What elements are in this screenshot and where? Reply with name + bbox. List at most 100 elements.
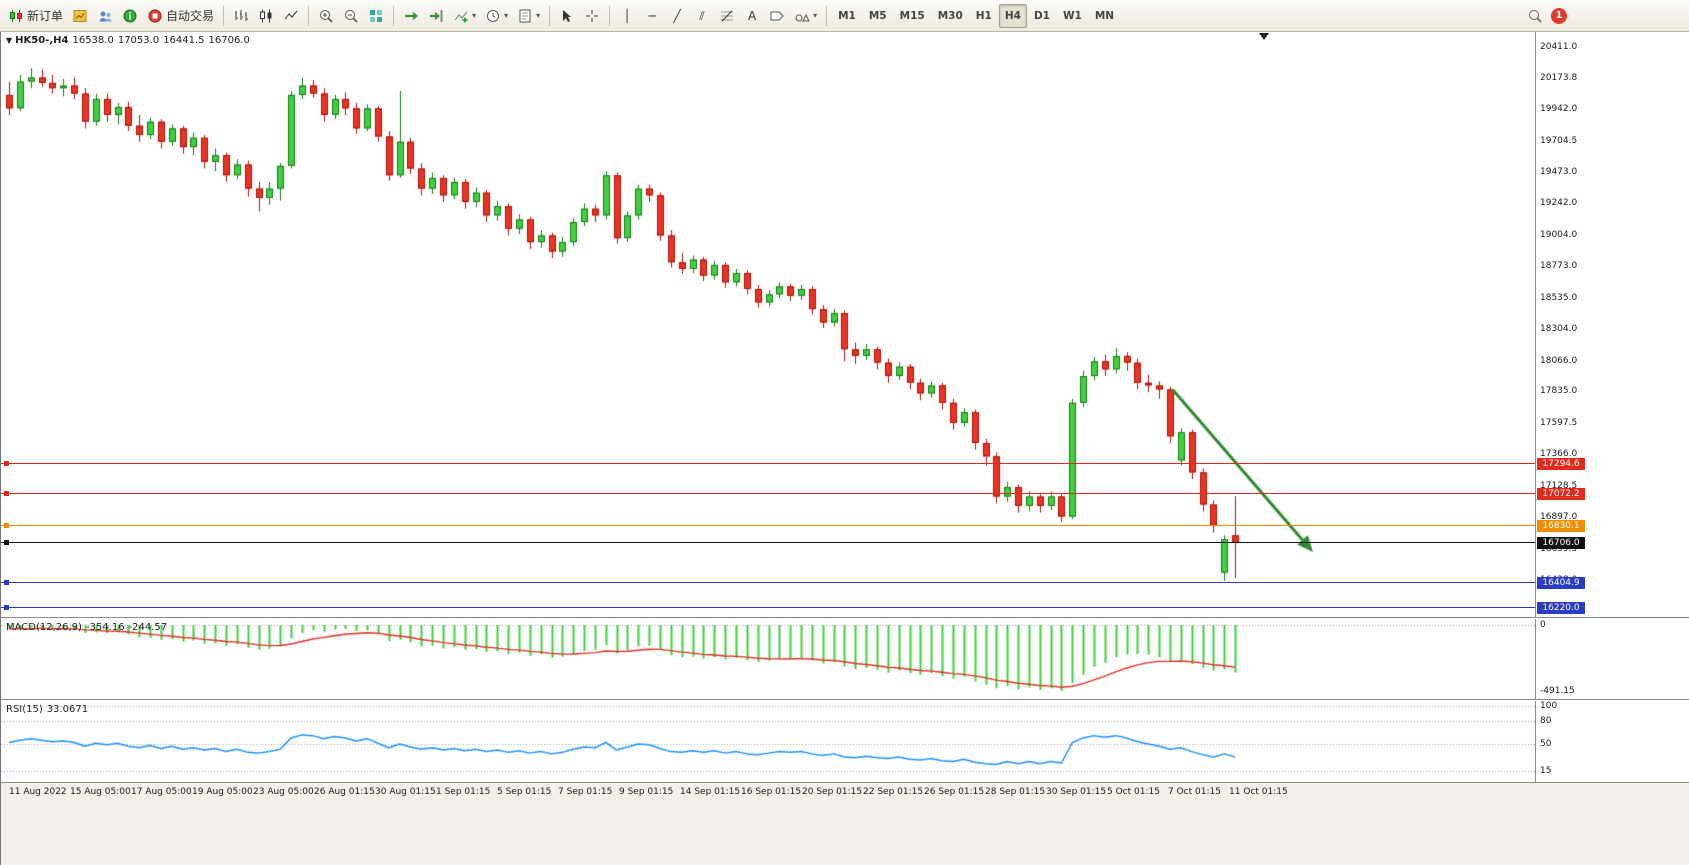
auto-scroll-icon [405, 11, 419, 20]
price-line-16706.0[interactable] [1, 542, 1535, 544]
macd-panel[interactable]: MACD(12,26,9) -354.16 -244.57 [1, 619, 1535, 699]
text-tool-button[interactable]: A [740, 4, 764, 28]
rsi-panel[interactable]: RSI(15) 33.0671 [1, 701, 1535, 782]
shapes-icon [795, 13, 810, 21]
timeframe-h1-button[interactable]: H1 [970, 4, 998, 28]
autotrading-icon [148, 9, 162, 22]
crosshair-button[interactable] [580, 4, 604, 28]
time-label: 1 Sep 01:15 [436, 787, 491, 797]
price-line-16404.9[interactable] [1, 582, 1535, 584]
search-icon[interactable] [1527, 8, 1543, 24]
zoom-out-icon [345, 9, 358, 23]
line-anchor[interactable] [4, 580, 9, 586]
rsi-title: RSI(15) 33.0671 [6, 704, 92, 715]
template-icon [519, 9, 531, 22]
channel-tool-button[interactable]: ⫽ [690, 4, 714, 28]
templates-button[interactable]: ▾ [513, 4, 544, 28]
line-anchor[interactable] [4, 461, 9, 467]
chart-shift-marker[interactable] [1259, 33, 1269, 40]
line-anchor[interactable] [4, 605, 9, 611]
timeframe-label: MN [1094, 9, 1115, 22]
rsi-axis[interactable]: 100 80 50 15 [1536, 701, 1689, 782]
timeframe-mn-button[interactable]: MN [1089, 4, 1120, 28]
time-label: 28 Sep 01:15 [985, 787, 1046, 797]
macd-axis[interactable]: 0 -491.15 [1536, 619, 1689, 699]
panel-separator[interactable] [1, 617, 1689, 619]
time-label: 16 Sep 01:15 [741, 787, 802, 797]
time-label: 19 Aug 05:00 [192, 787, 253, 797]
line-chart-button[interactable] [279, 4, 303, 28]
macd-scale-label: 0 [1540, 620, 1546, 630]
timeframe-d1-button[interactable]: D1 [1028, 4, 1056, 28]
time-label: 26 Sep 01:15 [924, 787, 985, 797]
bar-chart-button[interactable] [229, 4, 253, 28]
price-line-17072.2[interactable] [1, 493, 1535, 495]
text-tool-icon: A [747, 8, 757, 23]
price-axis[interactable]: 20411.0 20173.8 19942.0 19704.5 19473.0 19242… [1536, 32, 1689, 617]
dropdown-caret-icon: ▾ [504, 11, 509, 20]
new-order-button[interactable]: 新订单 [4, 4, 67, 28]
indicators-button[interactable]: ▾ [449, 4, 480, 28]
macd-title: MACD(12,26,9) -354.16 -244.57 [6, 622, 171, 633]
cursor-icon [563, 9, 572, 22]
chart-shift-button[interactable] [424, 4, 448, 28]
rsi-value: 33.0671 [46, 704, 89, 715]
price-tick: 19942.0 [1540, 104, 1578, 115]
line-anchor[interactable] [4, 491, 9, 497]
trendline-tool-button[interactable]: ╱ [665, 4, 689, 28]
quote-close: 16706.0 [208, 35, 250, 46]
candlestick-chart-icon [260, 9, 272, 22]
price-line-16220.0[interactable] [1, 607, 1535, 609]
label-tool-button[interactable] [765, 4, 789, 28]
timeframe-w1-button[interactable]: W1 [1057, 4, 1088, 28]
candlestick-chart-button[interactable] [254, 4, 278, 28]
zoom-out-button[interactable] [339, 4, 363, 28]
chart-shift-icon [430, 9, 443, 22]
timeframe-h4-button[interactable]: H4 [998, 3, 1027, 28]
fibonacci-icon [721, 10, 734, 21]
timeframe-m5-button[interactable]: M5 [863, 4, 893, 28]
autotrading-label: 自动交易 [166, 9, 215, 23]
timeframe-m15-button[interactable]: M15 [894, 4, 931, 28]
price-tag-17294.6: 17294.6 [1537, 457, 1585, 470]
navigator-button[interactable] [93, 4, 117, 28]
collapse-arrow-icon[interactable]: ▼ [6, 36, 13, 45]
fibonacci-tool-button[interactable] [715, 4, 739, 28]
price-tick: 18066.0 [1540, 355, 1578, 366]
time-label: 20 Sep 01:15 [802, 787, 863, 797]
price-line-16830.1[interactable] [1, 525, 1535, 527]
cursor-button[interactable] [555, 4, 579, 28]
timeframe-m1-button[interactable]: M1 [832, 4, 862, 28]
price-line-17294.6[interactable] [1, 463, 1535, 465]
price-tick: 20411.0 [1540, 41, 1578, 52]
new-order-label: 新订单 [27, 9, 64, 23]
market-watch-button[interactable] [68, 4, 92, 28]
tile-windows-button[interactable] [364, 4, 388, 28]
price-tick: 16897.0 [1540, 512, 1578, 522]
time-label: 30 Sep 01:15 [1046, 787, 1107, 797]
line-anchor[interactable] [4, 523, 9, 529]
zoom-in-button[interactable] [314, 4, 338, 28]
trendline-icon: ╱ [673, 8, 681, 23]
timeframe-label: M1 [838, 9, 856, 22]
time-label: 7 Oct 01:15 [1168, 787, 1221, 797]
notifications-badge[interactable]: 1 [1551, 7, 1567, 24]
vertical-line-tool-button[interactable]: │ [615, 4, 639, 28]
candles-canvas[interactable] [1, 32, 1535, 617]
auto-scroll-button[interactable] [399, 4, 423, 28]
quote-low: 16441.5 [163, 35, 205, 46]
quote-open: 16538.0 [72, 35, 114, 46]
rsi-canvas [1, 701, 1535, 782]
shapes-tool-button[interactable]: ▾ [790, 4, 821, 28]
label-icon [770, 11, 784, 20]
panel-separator[interactable] [1, 699, 1689, 701]
line-anchor[interactable] [4, 540, 9, 546]
price-chart[interactable]: ▼ HK50-,H4 16538.0 17053.0 16441.5 16706.0 [1, 32, 1535, 617]
autotrading-button[interactable]: 自动交易 [143, 4, 218, 28]
horizontal-line-tool-button[interactable]: ─ [640, 4, 664, 28]
periods-button[interactable]: ▾ [481, 4, 512, 28]
timeframe-m30-button[interactable]: M30 [932, 4, 969, 28]
price-tick: 17835.0 [1540, 386, 1578, 397]
terminal-button[interactable] [118, 4, 142, 28]
time-axis[interactable]: 11 Aug 2022 15 Aug 05:00 17 Aug 05:00 19 Au… [1, 782, 1689, 802]
